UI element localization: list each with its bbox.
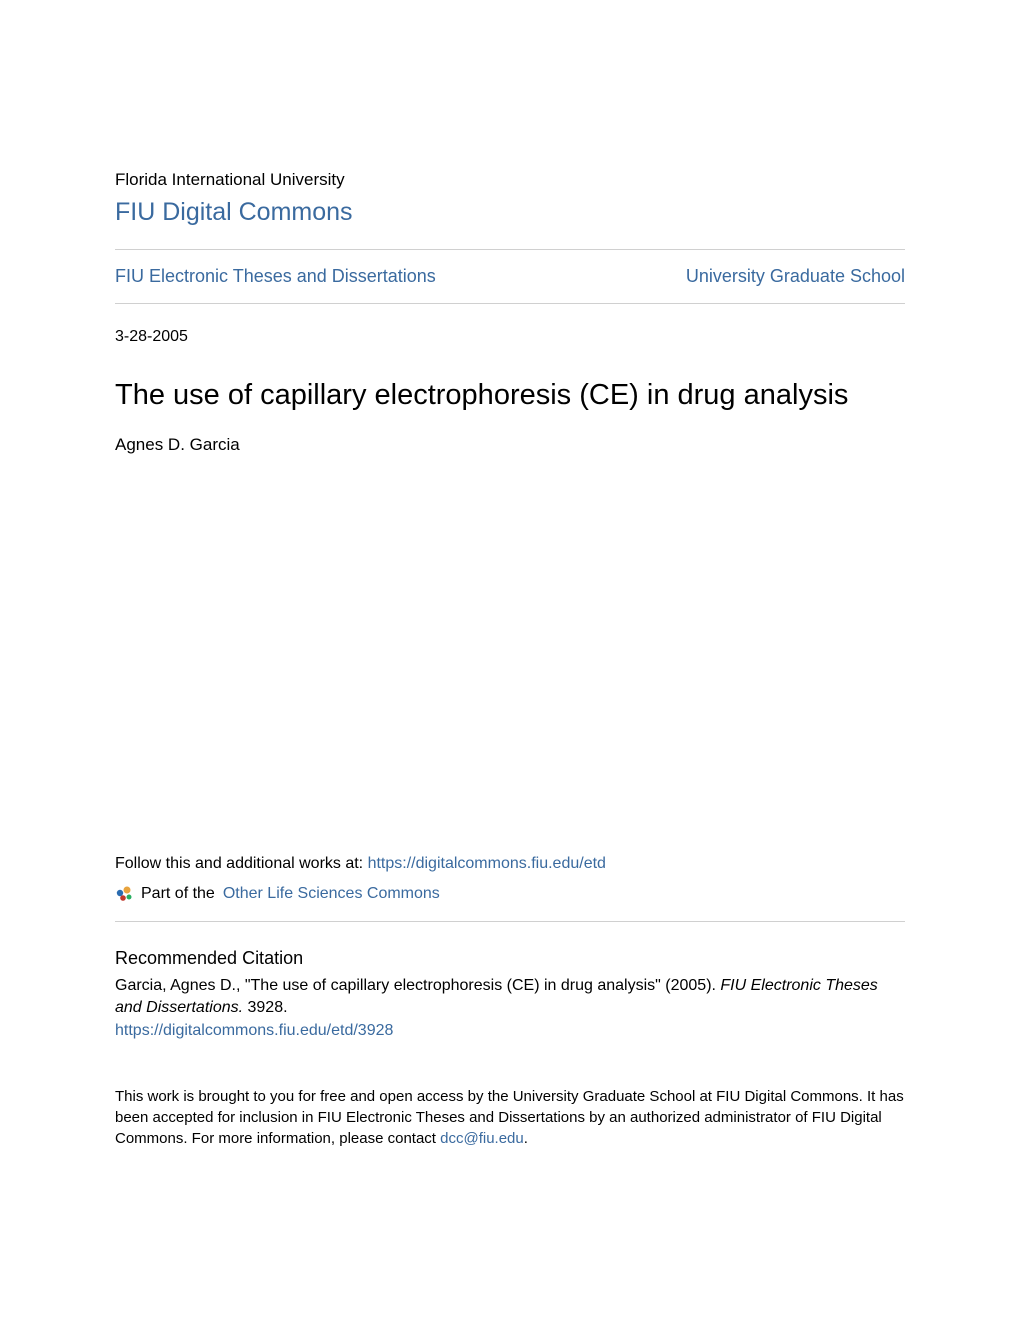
footer-text: This work is brought to you for free and… (115, 1086, 905, 1149)
author-name: Agnes D. Garcia (115, 435, 905, 455)
footer-after-link: . (524, 1130, 528, 1147)
citation-after-italic: 3928. (243, 999, 287, 1016)
nav-row: FIU Electronic Theses and Dissertations … (115, 250, 905, 303)
school-link[interactable]: University Graduate School (686, 266, 905, 287)
follow-url-link[interactable]: https://digitalcommons.fiu.edu/etd (368, 855, 606, 872)
divider-citation (115, 921, 905, 922)
subject-link[interactable]: Other Life Sciences Commons (223, 885, 440, 903)
network-icon (115, 885, 133, 903)
follow-text: Follow this and additional works at: htt… (115, 855, 905, 873)
institution-name: Florida International University (115, 170, 905, 190)
citation-text: Garcia, Agnes D., "The use of capillary … (115, 975, 905, 1020)
citation-heading: Recommended Citation (115, 948, 905, 969)
contact-email-link[interactable]: dcc@fiu.edu (440, 1130, 524, 1147)
part-of-row: Part of the Other Life Sciences Commons (115, 885, 905, 903)
divider-nav (115, 303, 905, 304)
follow-prefix: Follow this and additional works at: (115, 855, 368, 872)
citation-url-link[interactable]: https://digitalcommons.fiu.edu/etd/3928 (115, 1022, 905, 1040)
publication-date: 3-28-2005 (115, 328, 905, 346)
collection-link[interactable]: FIU Electronic Theses and Dissertations (115, 266, 436, 287)
repository-link[interactable]: FIU Digital Commons (115, 198, 905, 227)
part-of-prefix: Part of the (141, 885, 215, 903)
citation-before-italic: Garcia, Agnes D., "The use of capillary … (115, 977, 720, 994)
document-title: The use of capillary electrophoresis (CE… (115, 378, 905, 413)
